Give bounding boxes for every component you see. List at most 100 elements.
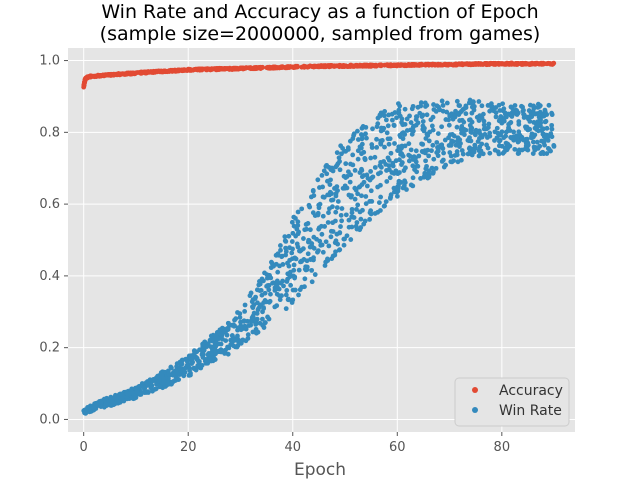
- win-rate-point: [351, 131, 357, 137]
- win-rate-point: [333, 209, 339, 215]
- win-rate-point: [335, 161, 341, 167]
- accuracy-point: [111, 72, 117, 78]
- win-rate-point: [206, 351, 212, 356]
- win-rate-point: [508, 120, 514, 125]
- win-rate-point: [314, 236, 319, 242]
- win-rate-point: [434, 140, 440, 145]
- win-rate-point: [284, 279, 290, 284]
- win-rate-point: [430, 127, 436, 133]
- accuracy-point: [545, 60, 551, 66]
- win-rate-point: [433, 165, 439, 171]
- accuracy-point: [234, 66, 239, 72]
- win-rate-point: [290, 287, 296, 293]
- win-rate-point: [413, 156, 418, 161]
- win-rate-point: [241, 318, 247, 324]
- win-rate-point: [299, 258, 304, 264]
- win-rate-point: [406, 141, 412, 147]
- y-axis-ticks: 0.0 0.2 0.4 0.6 0.8 1.0: [39, 54, 68, 427]
- accuracy-point: [451, 62, 457, 68]
- accuracy-point: [192, 67, 198, 72]
- win-rate-point: [542, 119, 548, 125]
- win-rate-point: [397, 170, 402, 175]
- win-rate-point: [453, 108, 458, 114]
- accuracy-point: [534, 60, 540, 66]
- win-rate-point: [355, 191, 361, 197]
- win-rate-point: [333, 238, 339, 244]
- win-rate-point: [394, 193, 400, 199]
- win-rate-point: [278, 243, 283, 248]
- win-rate-point: [289, 300, 295, 305]
- win-rate-point: [386, 141, 392, 147]
- win-rate-point: [539, 138, 545, 144]
- win-rate-point: [481, 122, 487, 128]
- win-rate-point: [325, 256, 330, 262]
- win-rate-point: [257, 279, 262, 284]
- win-rate-point: [519, 103, 524, 109]
- win-rate-point: [293, 215, 298, 221]
- win-rate-point: [325, 192, 331, 198]
- win-rate-point: [297, 248, 302, 254]
- win-rate-point: [535, 101, 541, 107]
- win-rate-point: [415, 163, 421, 169]
- win-rate-point: [181, 372, 187, 378]
- win-rate-point: [391, 171, 397, 176]
- win-rate-point: [392, 141, 397, 146]
- win-rate-point: [260, 322, 266, 328]
- win-rate-point: [311, 193, 317, 199]
- win-rate-point: [468, 138, 474, 144]
- win-rate-point: [381, 113, 387, 119]
- win-rate-point: [296, 267, 302, 273]
- accuracy-point: [505, 61, 510, 66]
- win-rate-point: [417, 110, 423, 116]
- win-rate-point: [388, 150, 394, 156]
- win-rate-point: [287, 272, 292, 277]
- win-rate-point: [191, 365, 197, 371]
- win-rate-point: [342, 236, 347, 242]
- accuracy-point: [373, 62, 379, 68]
- win-rate-point: [258, 288, 264, 293]
- win-rate-point: [317, 201, 323, 207]
- win-rate-point: [165, 382, 171, 387]
- win-rate-point: [252, 296, 258, 301]
- win-rate-point: [104, 395, 110, 401]
- accuracy-point: [377, 62, 383, 68]
- x-axis-ticks: 0 20 40 60 80: [80, 432, 511, 455]
- win-rate-point: [485, 125, 491, 130]
- accuracy-point: [148, 69, 153, 75]
- win-rate-point: [355, 202, 361, 208]
- win-rate-point: [309, 267, 315, 273]
- win-rate-point: [484, 135, 490, 140]
- win-rate-point: [448, 153, 454, 159]
- win-rate-point: [316, 225, 322, 231]
- win-rate-point: [225, 320, 231, 326]
- win-rate-point: [404, 116, 410, 122]
- win-rate-point: [338, 224, 343, 229]
- win-rate-point: [457, 103, 463, 109]
- accuracy-point: [484, 62, 489, 67]
- accuracy-point: [181, 68, 186, 73]
- win-rate-point: [319, 231, 325, 237]
- win-rate-point: [426, 153, 432, 159]
- win-rate-point: [280, 278, 286, 284]
- win-rate-point: [439, 159, 445, 164]
- win-rate-point: [392, 110, 398, 115]
- win-rate-point: [515, 110, 521, 116]
- y-tick-label: 0.6: [39, 197, 60, 212]
- accuracy-point: [285, 64, 291, 69]
- win-rate-point: [349, 210, 355, 216]
- win-rate-point: [247, 293, 253, 299]
- win-rate-point: [240, 337, 246, 343]
- accuracy-point: [258, 64, 263, 70]
- win-rate-point: [532, 146, 537, 151]
- accuracy-point: [302, 64, 308, 70]
- win-rate-point: [403, 165, 408, 171]
- x-tick-label: 40: [284, 440, 301, 455]
- win-rate-point: [492, 147, 498, 153]
- win-rate-point: [386, 112, 392, 118]
- win-rate-point: [501, 135, 507, 141]
- x-tick-label: 80: [494, 440, 511, 455]
- win-rate-point: [420, 119, 426, 124]
- win-rate-point: [527, 118, 533, 124]
- win-rate-point: [291, 267, 297, 273]
- win-rate-point: [531, 111, 537, 116]
